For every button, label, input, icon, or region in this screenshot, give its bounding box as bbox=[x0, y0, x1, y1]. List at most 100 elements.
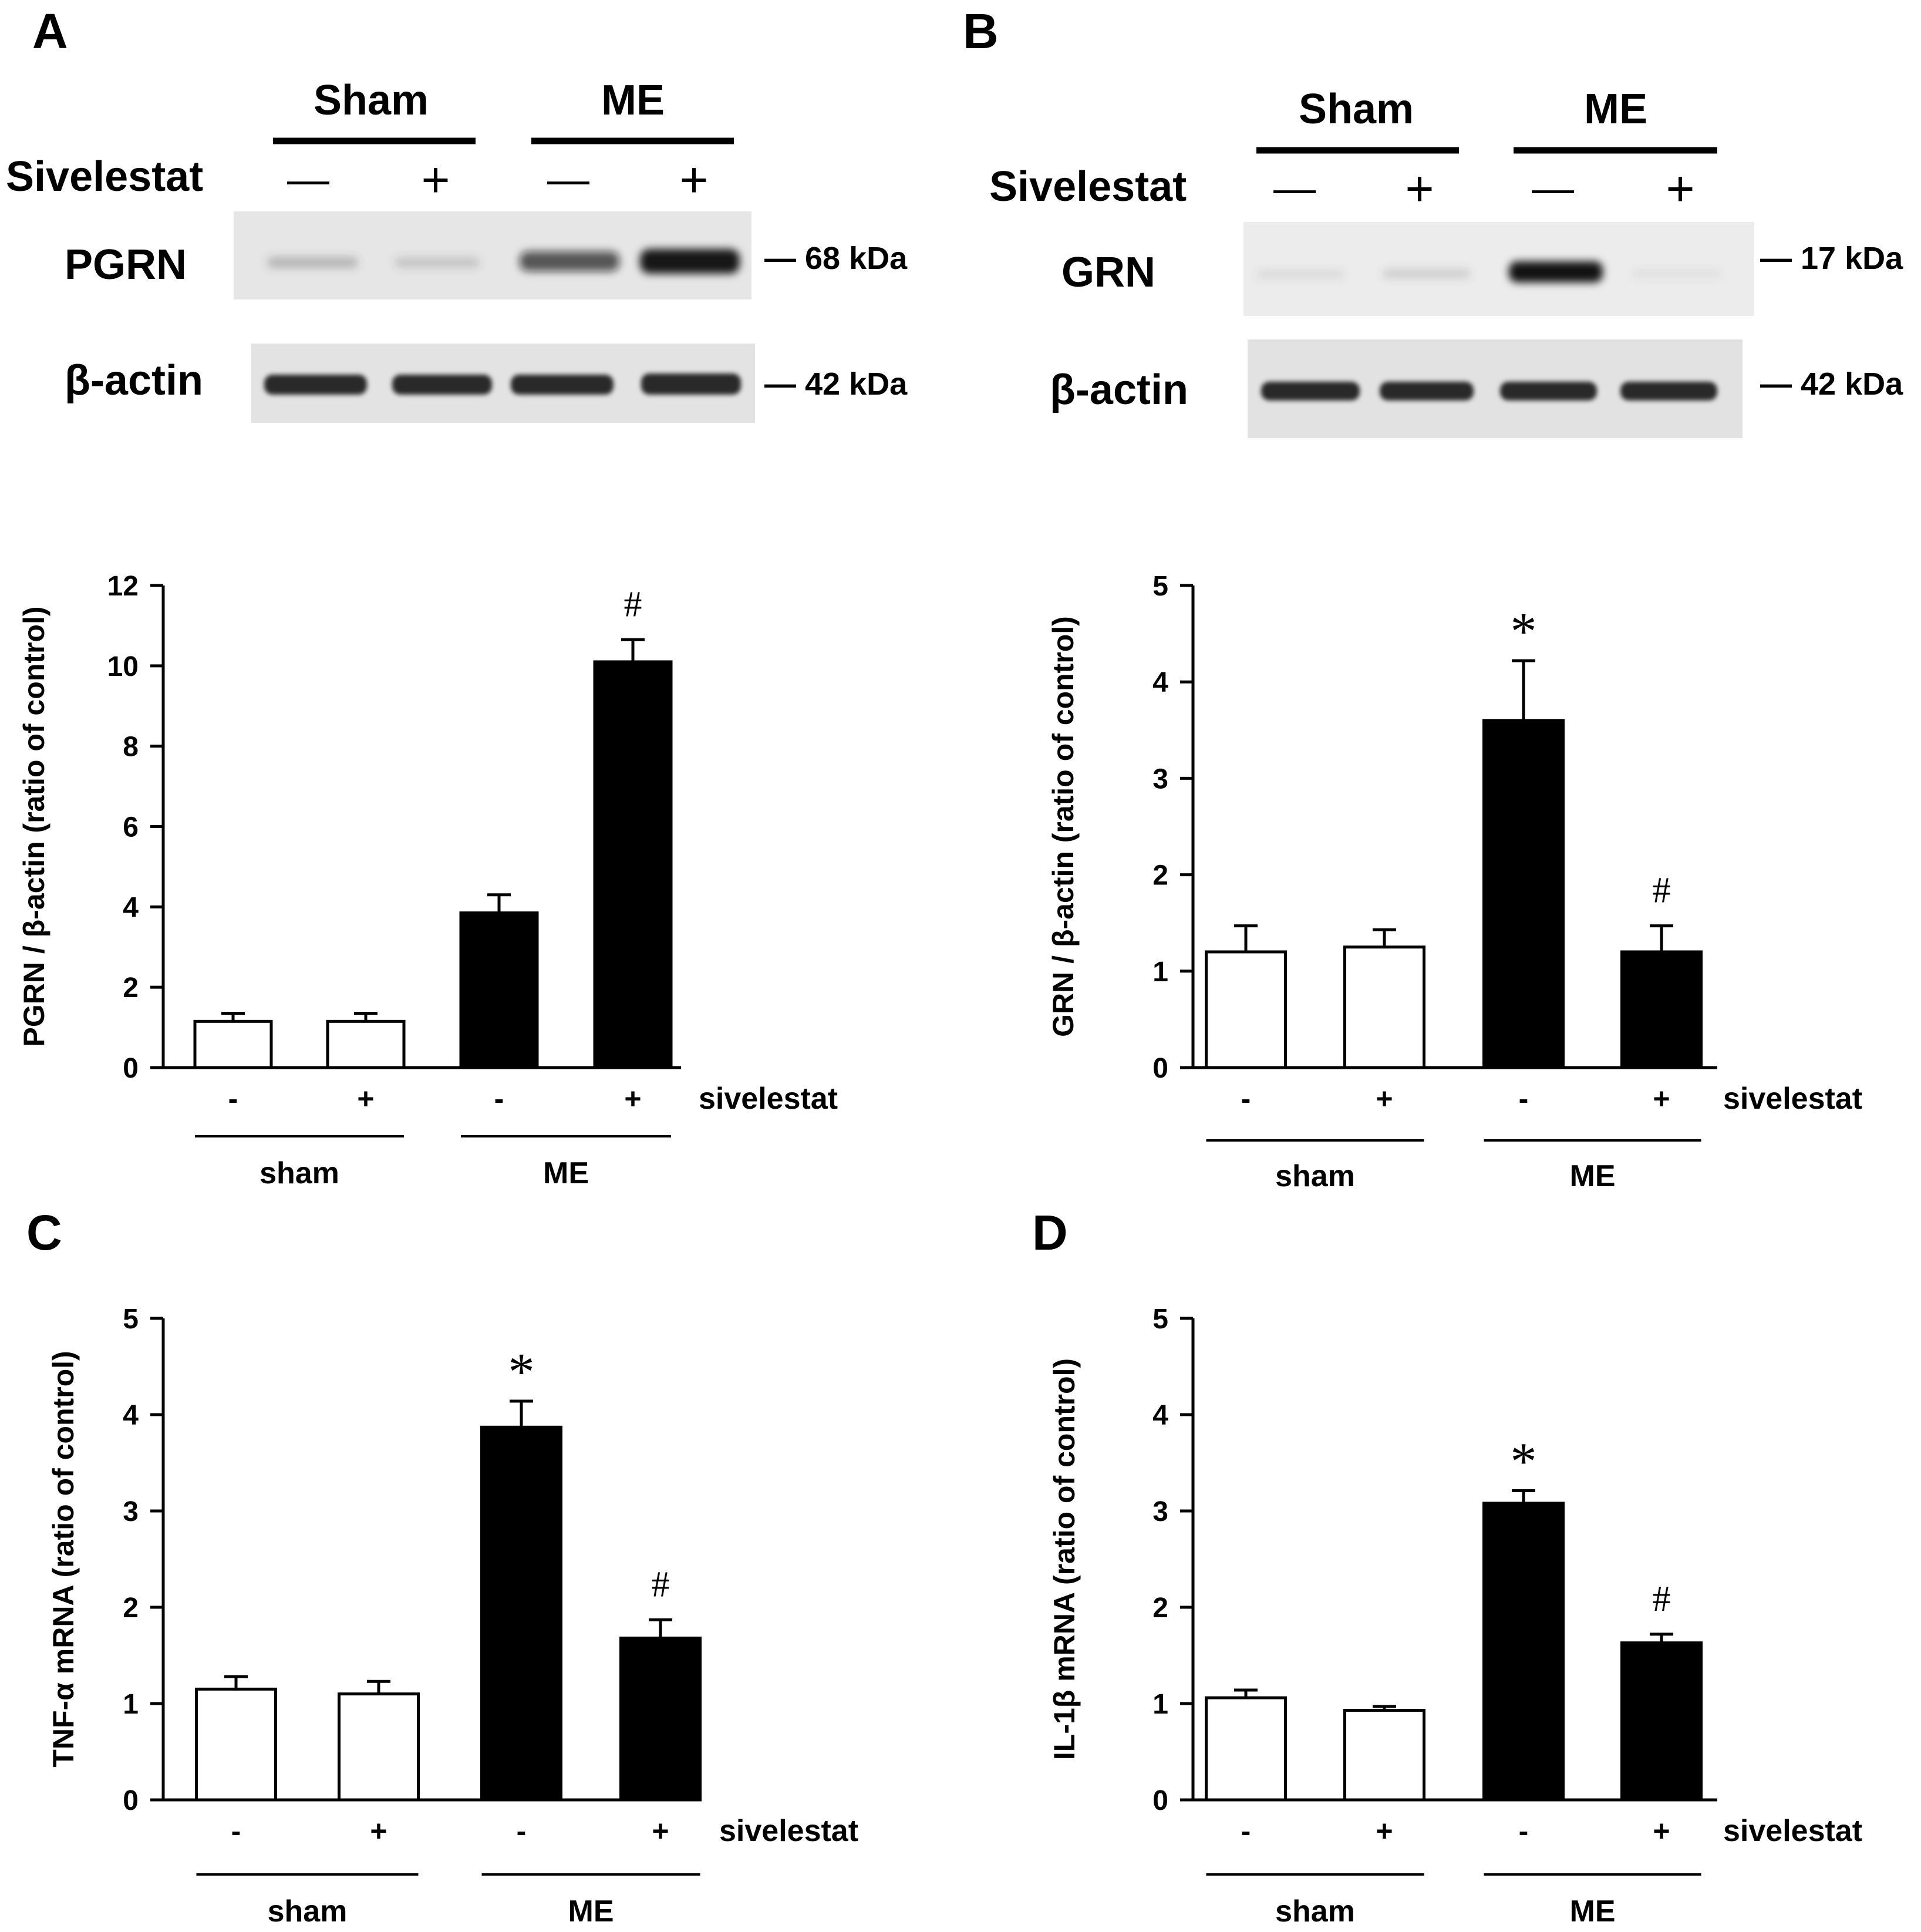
blot-b-band-actin-4 bbox=[1620, 382, 1717, 400]
chart-4-y-tick-label-2: 2 bbox=[1152, 1593, 1168, 1624]
chart-1-bar-1 bbox=[193, 1019, 273, 1069]
chart-2-category-label-1: - bbox=[1241, 1082, 1251, 1115]
chart-3-bar-4 bbox=[619, 1636, 702, 1802]
chart-4-y-tick-label-3: 3 bbox=[1152, 1496, 1168, 1527]
chart-4-group-label-2: ME bbox=[1570, 1894, 1616, 1928]
chart-4: D 0 1 2 3 4 5 IL-1β mRNA (ratio of control) - + * -… bbox=[1032, 1205, 1862, 1928]
chart-2-category-label-4: + bbox=[1653, 1082, 1670, 1115]
chart-2-category-label-2: + bbox=[1376, 1082, 1393, 1115]
chart-3-annotation-3: * bbox=[508, 1343, 535, 1401]
chart-3-y-tick-label-5: 5 bbox=[123, 1304, 139, 1335]
blot-b-band-actin-2 bbox=[1380, 382, 1474, 400]
chart-2-annotation-4: # bbox=[1653, 871, 1671, 911]
chart-4-bar-4 bbox=[1620, 1641, 1703, 1802]
chart-3-category-label-4: + bbox=[652, 1815, 669, 1847]
chart-2-y-tick-label-1: 1 bbox=[1152, 957, 1168, 988]
chart-1-treatment-label: sivelestat bbox=[699, 1082, 838, 1116]
chart-3-category-label-3: - bbox=[517, 1815, 527, 1847]
chart-2-y-tick-label-5: 5 bbox=[1152, 571, 1168, 602]
chart-1-bar-2 bbox=[326, 1019, 406, 1069]
blot-b-band-grn-2 bbox=[1383, 269, 1471, 278]
chart-4-bar-1 bbox=[1205, 1696, 1287, 1802]
chart-1-group-label-2: ME bbox=[543, 1156, 589, 1190]
blot-a-band-pgrn-4 bbox=[640, 249, 740, 274]
chart-1-group-label-1: sham bbox=[259, 1156, 339, 1190]
blot-b-group-label-me: ME bbox=[1584, 86, 1647, 133]
blot-b-band-grn-4 bbox=[1632, 270, 1720, 277]
blot-b-sign-3: — bbox=[1532, 165, 1574, 212]
blot-a-sign-4: + bbox=[679, 152, 708, 207]
blot-a-sign-1: — bbox=[287, 156, 329, 203]
chart-2-y-axis-label: GRN / β-actin (ratio of control) bbox=[1047, 616, 1080, 1037]
chart-3-panel-label: C bbox=[26, 1205, 62, 1260]
chart-2-annotation-3: * bbox=[1511, 603, 1537, 661]
blot-a-marker-42: — 42 kDa bbox=[764, 366, 908, 402]
chart-2-bar-1 bbox=[1205, 950, 1287, 1069]
chart-1-y-axis-label: PGRN / β-actin (ratio of control) bbox=[18, 607, 50, 1047]
chart-3-y-tick-label-1: 1 bbox=[123, 1689, 139, 1720]
chart-1-category-label-3: - bbox=[494, 1082, 504, 1115]
chart-4-treatment-label: sivelestat bbox=[1723, 1814, 1862, 1848]
chart-1-bar-3 bbox=[459, 911, 539, 1069]
chart-3-bar-1 bbox=[195, 1687, 277, 1802]
blot-a-band-actin-2 bbox=[392, 375, 492, 395]
blot-a-treatment-label: Sivelestat bbox=[6, 153, 203, 200]
chart-4-annotation-4: # bbox=[1653, 1579, 1671, 1619]
blot-a-group-label-me: ME bbox=[601, 77, 665, 124]
chart-2: 0 1 2 3 4 5 GRN / β-actin (ratio of control) - +… bbox=[1047, 571, 1862, 1193]
chart-1-y-tick-label-6: 12 bbox=[107, 571, 139, 602]
blot-b-band-actin-1 bbox=[1261, 382, 1360, 400]
blot-a-band-pgrn-2 bbox=[395, 257, 480, 268]
chart-1-y-tick-label-2: 4 bbox=[123, 892, 139, 923]
chart-3-group-label-1: sham bbox=[268, 1894, 348, 1928]
chart-3-y-axis-label: TNF-α mRNA (ratio of control) bbox=[47, 1351, 80, 1767]
chart-3-category-label-2: + bbox=[370, 1815, 387, 1847]
chart-2-group-label-2: ME bbox=[1570, 1159, 1616, 1193]
chart-4-category-label-3: - bbox=[1519, 1815, 1529, 1847]
chart-2-bar-2 bbox=[1343, 945, 1425, 1069]
blot-a-band-actin-4 bbox=[641, 373, 741, 395]
chart-1-y-tick-label-3: 6 bbox=[123, 812, 139, 843]
chart-2-y-tick-label-3: 3 bbox=[1152, 763, 1168, 795]
blot-a-sign-3: — bbox=[547, 156, 589, 203]
blot-b-band-grn-3 bbox=[1509, 261, 1603, 282]
chart-2-category-label-3: - bbox=[1519, 1082, 1529, 1115]
blot-b-sign-1: — bbox=[1273, 165, 1316, 212]
chart-4-annotation-3: * bbox=[1511, 1433, 1537, 1491]
chart-1-category-label-4: + bbox=[624, 1082, 641, 1115]
chart-4-panel-label: D bbox=[1032, 1205, 1068, 1260]
chart-1-bar-4 bbox=[593, 660, 673, 1069]
blot-a-band-pgrn-3 bbox=[520, 251, 619, 271]
chart-4-y-axis-label: IL-1β mRNA (ratio of control) bbox=[1048, 1358, 1081, 1760]
blot-b-marker-42: — 42 kDa bbox=[1760, 366, 1903, 402]
chart-4-category-label-1: - bbox=[1241, 1815, 1251, 1847]
chart-4-group-label-1: sham bbox=[1275, 1894, 1355, 1928]
blot-b-group-label-sham: Sham bbox=[1299, 86, 1414, 133]
blot-b-marker-17: — 17 kDa bbox=[1760, 241, 1903, 276]
chart-2-y-tick-label-0: 0 bbox=[1152, 1053, 1168, 1084]
chart-2-treatment-label: sivelestat bbox=[1723, 1082, 1862, 1116]
blot-a-band-label-pgrn: PGRN bbox=[65, 241, 187, 288]
blot-a-band-label-actin: β-actin bbox=[65, 357, 203, 404]
chart-1-category-label-2: + bbox=[357, 1082, 374, 1115]
chart-3-y-tick-label-2: 2 bbox=[123, 1593, 139, 1624]
chart-3-bar-2 bbox=[338, 1692, 420, 1802]
blot-panel-a: A Sham ME Sivelestat — + — + PGRN β-acti… bbox=[6, 4, 908, 423]
chart-3-category-label-1: - bbox=[231, 1815, 241, 1847]
blot-a-band-actin-1 bbox=[264, 375, 367, 395]
chart-1: 0 2 4 6 8 10 12 PGRN / β-actin (ratio of contro… bbox=[18, 571, 838, 1190]
chart-4-y-tick-label-1: 1 bbox=[1152, 1689, 1168, 1720]
chart-4-y-tick-label-0: 0 bbox=[1152, 1785, 1168, 1816]
chart-4-category-label-2: + bbox=[1376, 1815, 1393, 1847]
chart-1-y-tick-label-4: 8 bbox=[123, 732, 139, 763]
chart-4-bar-3 bbox=[1482, 1502, 1565, 1802]
chart-2-bar-4 bbox=[1620, 950, 1703, 1069]
blot-b-sign-2: + bbox=[1405, 161, 1434, 216]
chart-2-bar-3 bbox=[1482, 719, 1565, 1069]
blot-b-treatment-label: Sivelestat bbox=[989, 163, 1187, 210]
chart-4-category-label-4: + bbox=[1653, 1815, 1670, 1847]
chart-3-group-label-2: ME bbox=[568, 1894, 614, 1928]
blot-a-band-actin-3 bbox=[511, 375, 614, 395]
panel-label-b: B bbox=[963, 4, 999, 59]
